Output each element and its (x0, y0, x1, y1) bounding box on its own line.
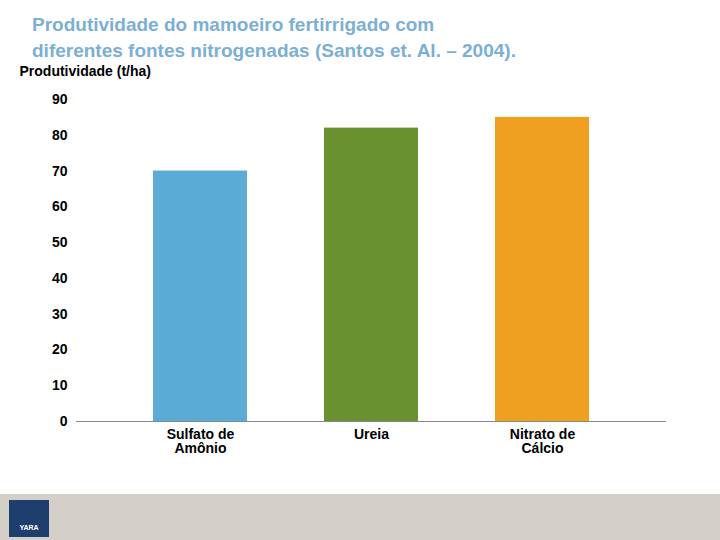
svg-text:60: 60 (52, 199, 68, 215)
html-text:Produtividade do mamoeiro fert: Produtividade do mamoeiro fertirrigado c… (32, 14, 516, 61)
svg-text:20: 20 (52, 342, 68, 358)
svg-text:40: 40 (52, 270, 68, 286)
svg-text:80: 80 (52, 127, 68, 143)
svg-text:90: 90 (52, 91, 68, 107)
svg-text:50: 50 (52, 234, 68, 250)
svg-text:10: 10 (52, 377, 68, 393)
svg-text:Nitrato deCálcio: Nitrato deCálcio (510, 427, 576, 457)
svg-text:Produtividade (t/ha): Produtividade (t/ha) (20, 64, 151, 80)
svg-text:Sulfato deAmônio: Sulfato deAmônio (167, 427, 235, 457)
svg-text:30: 30 (52, 306, 68, 322)
svg-text:70: 70 (52, 163, 68, 179)
svg-text:0: 0 (60, 413, 68, 429)
svg-text:Ureia: Ureia (354, 427, 389, 443)
html-text:YARA: YARA (19, 524, 39, 531)
